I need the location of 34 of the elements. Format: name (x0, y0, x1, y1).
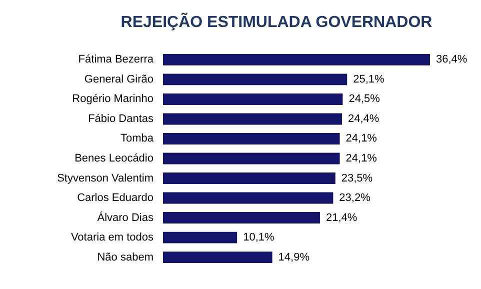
y-tick-label: Álvaro Dias (97, 210, 154, 224)
bar (163, 133, 340, 144)
y-tick-label: Fátima Bezerra (78, 54, 154, 66)
y-tick-label: Tomba (120, 132, 154, 145)
bar (163, 172, 336, 184)
bar (163, 54, 430, 66)
bar (163, 252, 272, 264)
y-tick-label: Votaria em todos (70, 232, 154, 244)
bar (163, 232, 238, 244)
bar (163, 192, 334, 204)
bar (163, 93, 343, 105)
data-label: 24,4% (348, 112, 380, 125)
y-tick-label: Rogério Marinho (72, 93, 154, 106)
y-tick-label: Carlos Eduardo (77, 192, 154, 204)
y-tick-label: Styvenson Valentim (57, 172, 154, 184)
data-label: 10,1% (243, 232, 274, 244)
y-tick-label: Benes Leocádio (74, 152, 154, 164)
y-tick-label: General Girão (84, 73, 154, 86)
data-label: 25,1% (353, 73, 385, 86)
bar (163, 212, 320, 224)
data-label: 24,1% (346, 152, 378, 164)
bar (163, 113, 342, 125)
bar (163, 152, 340, 164)
chart-title: REJEIÇÃO ESTIMULADA GOVERNADOR (120, 12, 433, 31)
data-label: 21,4% (326, 212, 358, 224)
data-label: 23,2% (339, 192, 371, 204)
y-tick-label: Não sabem (97, 251, 154, 264)
data-label: 24,5% (348, 93, 380, 106)
data-label: 24,1% (346, 132, 378, 145)
bar (163, 74, 348, 86)
data-label: 14,9% (278, 251, 310, 264)
y-tick-label: Fábio Dantas (88, 112, 154, 125)
data-label: 36,4% (436, 54, 468, 66)
data-label: 23,5% (341, 172, 373, 184)
